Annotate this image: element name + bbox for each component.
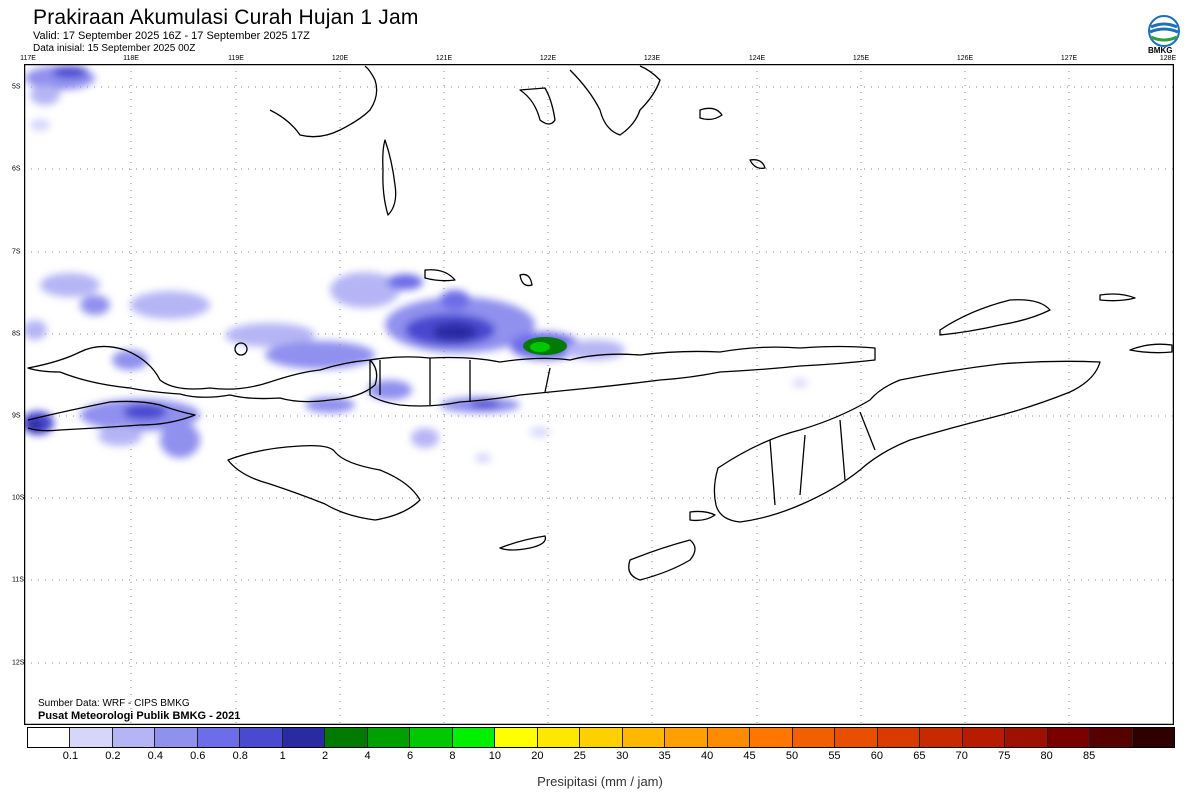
- map-title: Prakiraan Akumulasi Curah Hujan 1 Jam: [33, 6, 419, 29]
- colorbar-swatch: [282, 728, 326, 747]
- precipitation-map: [24, 64, 1174, 725]
- colorbar-swatch: [877, 728, 921, 747]
- colorbar-tick-label: 8: [449, 750, 456, 762]
- colorbar-swatch: [665, 728, 708, 747]
- colorbar-swatch: [835, 728, 878, 747]
- colorbar-swatch: [197, 728, 241, 747]
- colorbar-tick-label: 0.6: [190, 750, 206, 762]
- lon-label: 117E: [20, 55, 36, 62]
- colorbar-tick-label: 30: [616, 750, 629, 762]
- colorbar-swatch: [792, 728, 836, 747]
- logo-label: BMKG: [1148, 46, 1173, 55]
- colorbar-tick-label: 45: [743, 750, 756, 762]
- colorbar-swatch: [495, 728, 538, 747]
- colorbar-swatch: [537, 728, 581, 747]
- colorbar-swatch: [622, 728, 666, 747]
- colorbar-tick-label: 60: [870, 750, 883, 762]
- lat-label: 9S: [12, 412, 21, 420]
- lon-label: 123E: [643, 55, 661, 62]
- precipitation-peak: [523, 337, 567, 355]
- coastlines: [27, 65, 1173, 581]
- colorbar-tick-label: 55: [828, 750, 841, 762]
- initial-data-time: Data inisial: 15 September 2025 00Z: [33, 43, 196, 54]
- lon-label: 128E: [1159, 55, 1177, 62]
- valid-time: Valid: 17 September 2025 16Z - 17 Septem…: [33, 30, 310, 42]
- lon-label: 125E: [852, 55, 870, 62]
- colorbar-tick-label: 70: [955, 750, 968, 762]
- colorbar-swatch: [240, 728, 283, 747]
- colorbar-swatch: [325, 728, 368, 747]
- colorbar-swatch: [707, 728, 751, 747]
- colorbar-swatch: [367, 728, 411, 747]
- lat-label: 11S: [12, 576, 24, 584]
- colorbar-tick-label: 20: [531, 750, 544, 762]
- colorbar-swatch: [452, 728, 496, 747]
- lon-label: 118E: [123, 55, 139, 62]
- colorbar-tick-label: 2: [322, 750, 329, 762]
- colorbar-tick-label: 85: [1082, 750, 1096, 762]
- map-frame: [24, 64, 1174, 725]
- colorbar-swatch: [28, 728, 71, 747]
- colorbar-tick-label: 40: [700, 750, 714, 762]
- colorbar-swatch: [1047, 728, 1091, 747]
- colorbar-swatch: [920, 728, 963, 747]
- colorbar-swatch: [70, 728, 113, 747]
- lon-label: 121E: [435, 55, 453, 62]
- colorbar-swatch: [410, 728, 453, 747]
- colorbar-tick-label: 35: [658, 750, 671, 762]
- colorbar-tick-label: 50: [785, 750, 799, 762]
- lon-label: 122E: [539, 55, 557, 62]
- colorbar-swatch: [1090, 728, 1133, 747]
- lon-label: 120E: [331, 55, 349, 62]
- colorbar-tick-label: 75: [998, 750, 1011, 762]
- colorbar-swatch: [962, 728, 1006, 747]
- colorbar-tick-label: 6: [406, 750, 414, 762]
- colorbar-label: Presipitasi (mm / jam): [537, 774, 663, 789]
- colorbar-tick-label: 1: [279, 750, 286, 762]
- lat-label: 6S: [12, 165, 21, 173]
- map-canvas: [24, 64, 1174, 725]
- colorbar-swatch: [580, 728, 623, 747]
- lat-label: 8S: [12, 330, 21, 338]
- colorbar-tick-label: 25: [573, 750, 586, 762]
- colorbar-tick-label: 0.8: [232, 750, 248, 762]
- colorbar-tick-label: 0.1: [62, 750, 79, 762]
- lat-label: 12S: [12, 659, 25, 667]
- publisher: Pusat Meteorologi Publik BMKG - 2021: [38, 710, 241, 722]
- colorbar-swatch: [1005, 728, 1048, 747]
- colorbar-tick-label: 80: [1040, 750, 1053, 762]
- colorbar-tick-label: 0.4: [147, 750, 163, 762]
- colorbar-swatch: [750, 728, 793, 747]
- lon-label: 119E: [228, 55, 244, 62]
- colorbar-swatch: [1132, 728, 1175, 747]
- colorbar-tick-label: 10: [488, 750, 501, 762]
- grid-lines: [24, 64, 1174, 725]
- lon-label: 126E: [956, 55, 974, 62]
- lat-label: 10S: [12, 494, 25, 502]
- colorbar: [27, 727, 1175, 748]
- colorbar-swatch: [155, 728, 198, 747]
- colorbar-swatch: [112, 728, 156, 747]
- lon-label: 124E: [748, 55, 766, 62]
- colorbar-tick-label: 4: [364, 750, 371, 762]
- lat-label: 7S: [12, 248, 21, 256]
- precipitation-field: [24, 66, 808, 463]
- lon-label: 127E: [1060, 55, 1078, 62]
- data-source: Sumber Data: WRF - CIPS BMKG: [38, 698, 190, 709]
- bmkg-logo-icon: [1148, 15, 1180, 47]
- colorbar-tick-label: 65: [913, 750, 926, 762]
- lat-label: 5S: [12, 83, 21, 91]
- colorbar-tick-label: 0.2: [105, 750, 121, 762]
